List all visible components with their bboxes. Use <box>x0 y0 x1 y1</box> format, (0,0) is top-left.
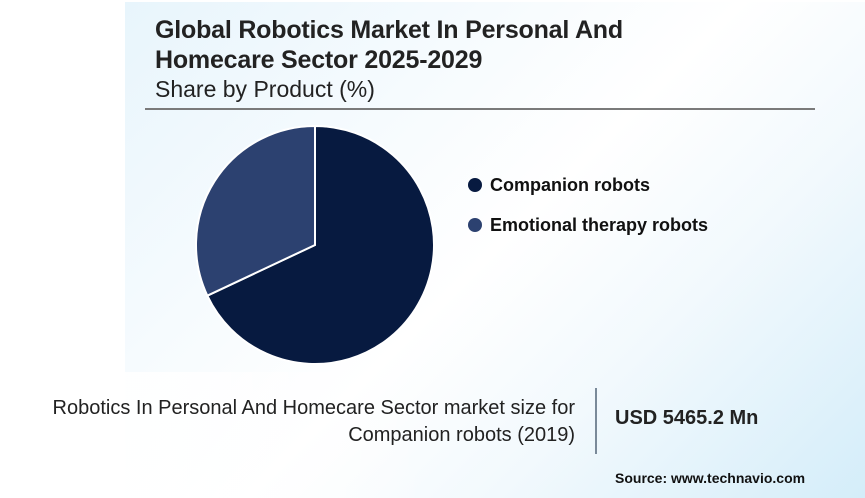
market-size-value: USD 5465.2 Mn <box>615 407 759 429</box>
pie-slice-emotional-therapy-robots <box>195 125 316 297</box>
legend-dot-icon <box>468 178 482 192</box>
title-line-1: Global Robotics Market In Personal And <box>155 16 623 44</box>
source-credit: Source: www.technavio.com <box>615 470 806 486</box>
market-size-label-line-2: Companion robots (2019) <box>348 424 575 446</box>
title-divider <box>145 108 815 110</box>
market-size-label-line-1: Robotics In Personal And Homecare Sector… <box>52 397 575 419</box>
market-size-label: Robotics In Personal And Homecare Sector… <box>53 395 575 449</box>
legend-label: Emotional therapy robots <box>490 214 709 235</box>
chart-subtitle: Share by Product (%) <box>155 76 375 102</box>
legend-item-companion-robots: Companion robots <box>468 172 708 198</box>
legend: Companion robots Emotional therapy robot… <box>468 172 708 252</box>
chart-title: Global Robotics Market In Personal And H… <box>155 15 623 75</box>
pie-slice-companion-robots <box>205 125 435 365</box>
title-line-2: Homecare Sector 2025-2029 <box>155 46 483 74</box>
legend-label: Companion robots <box>490 174 650 195</box>
legend-item-emotional-therapy-robots: Emotional therapy robots <box>468 212 708 238</box>
pie-chart <box>195 125 435 365</box>
legend-dot-icon <box>468 218 482 232</box>
stat-divider <box>595 388 597 454</box>
bottom-fade <box>0 372 865 498</box>
